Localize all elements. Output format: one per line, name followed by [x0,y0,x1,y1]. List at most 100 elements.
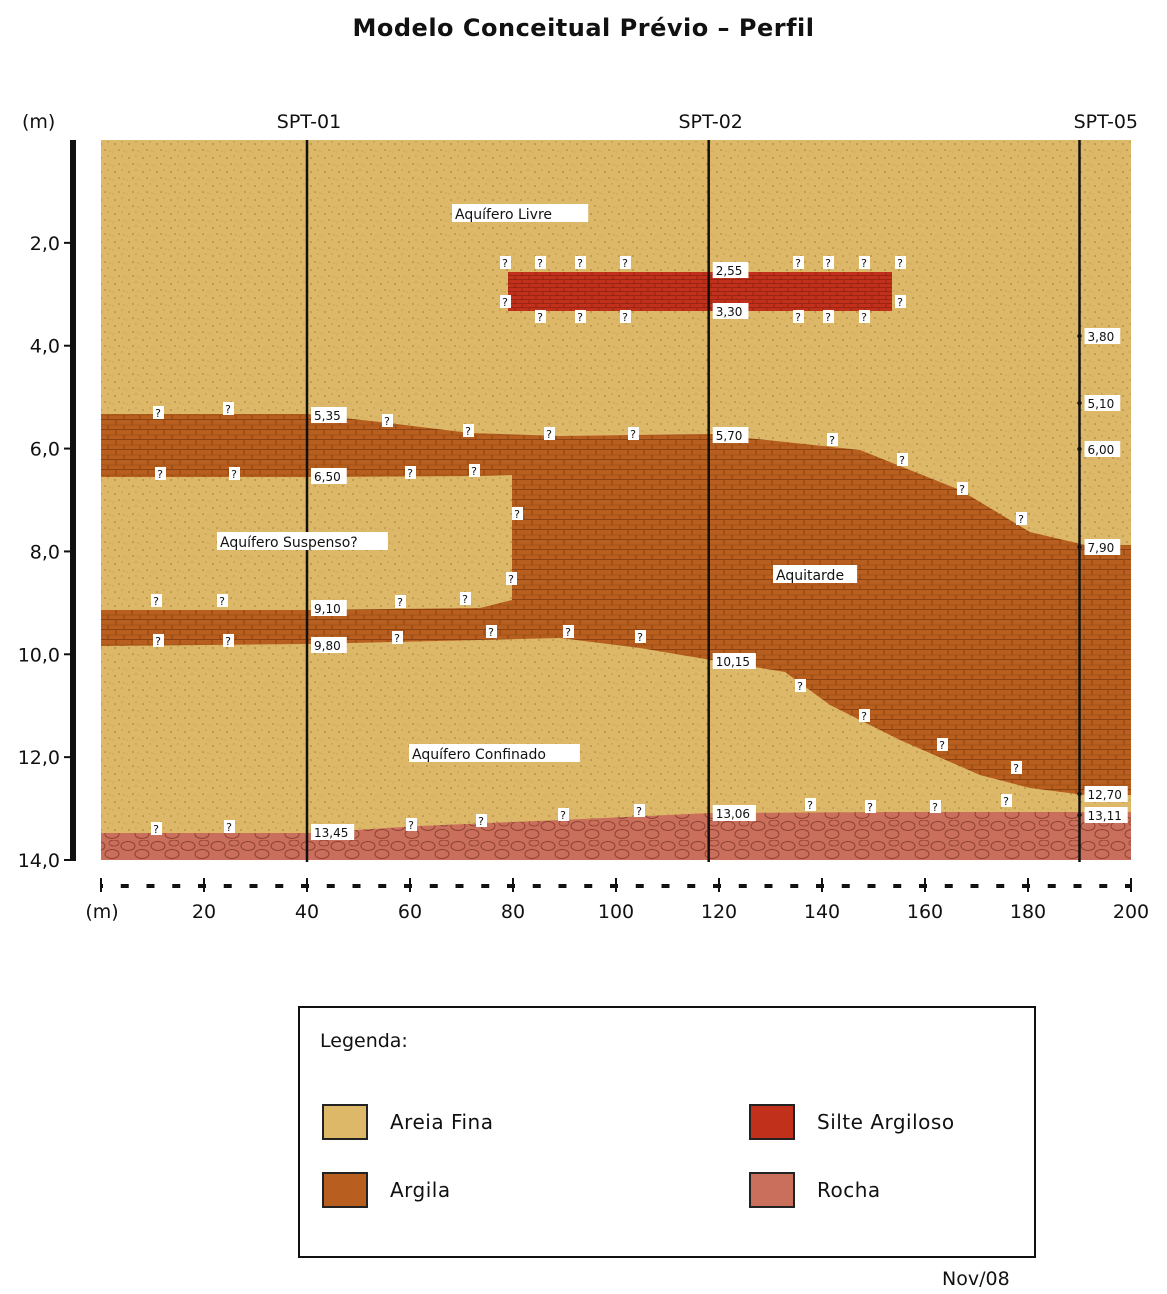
depth-marker [1077,812,1082,818]
uncertainty-marker: ? [795,257,801,270]
zone-label-aquifero-suspenso: Aquífero Suspenso? [220,535,358,551]
uncertainty-marker-bg [1011,761,1022,774]
uncertainty-marker-bg [500,295,511,308]
zone-label-aquifero-confinado: Aquífero Confinado [412,747,546,763]
uncertainty-marker-bg [793,310,804,323]
uncertainty-marker: ? [959,483,965,496]
uncertainty-marker-bg [382,414,393,427]
depth-label-spt05-bg [1084,539,1121,555]
depth-marker [1077,333,1082,339]
uncertainty-marker: ? [897,257,903,270]
uncertainty-marker: ? [897,296,903,309]
x-axis-dash [128,884,147,888]
uncertainty-marker: ? [1018,513,1024,526]
depth-label-spt02: 2,55 [716,264,743,278]
uncertainty-marker-bg [151,594,162,607]
uncertainty-marker-bg [500,256,511,269]
y-tick-label: 4,0 [30,336,60,358]
uncertainty-marker: ? [807,799,813,812]
x-axis-dash [952,884,971,888]
uncertainty-marker: ? [502,257,508,270]
y-tick-label: 6,0 [30,439,60,461]
silte-argiloso-swatch [749,1104,795,1140]
uncertainty-marker: ? [932,801,938,814]
depth-label-spt05-bg [1084,441,1121,457]
depth-label-spt05-bg [1084,807,1128,823]
x-axis-dash [515,884,533,888]
uncertainty-marker: ? [502,296,508,309]
x-axis: (m) 20 40 60 80 100 120 140 160 180 200 [85,878,1149,923]
x-axis-dash [257,884,276,888]
legend: Legenda: Areia Fina Silte Argiloso Argil… [298,1006,1036,1258]
depth-label-spt02-bg [712,653,756,669]
uncertainty-marker-bg [486,625,497,638]
uncertainty-marker: ? [407,467,413,480]
x-tick-label: 60 [398,901,422,923]
x-axis-dash [206,884,224,888]
x-axis-dash [1055,884,1074,888]
rock-layer [101,812,1131,860]
x-axis-dash [437,884,456,888]
uncertainty-marker: ? [514,508,520,521]
x-tick-label: 120 [701,901,737,923]
uncertainty-marker: ? [861,311,867,324]
uncertainty-marker: ? [899,454,905,467]
uncertainty-marker: ? [577,257,583,270]
depth-label-spt01: 5,35 [314,409,341,423]
uncertainty-marker-bg [463,424,474,437]
depth-label-spt01-bg [311,600,347,616]
uncertainty-marker: ? [636,805,642,818]
x-tick-label: 80 [501,901,525,923]
uncertainty-marker-bg [859,709,870,722]
depth-label-spt01-bg [311,824,355,840]
x-axis-dash [927,884,945,888]
uncertainty-marker-bg [469,464,480,477]
x-axis-dash [618,884,636,888]
x-tick-label: 200 [1113,901,1149,923]
uncertainty-marker-bg [793,256,804,269]
uncertainty-marker: ? [471,465,477,478]
x-axis-dash [1081,884,1100,888]
borehole-label: SPT-01 [277,111,341,133]
legend-label: Areia Fina [390,1110,494,1134]
uncertainty-marker-bg [620,310,631,323]
x-axis-dash [669,884,688,888]
legend-item-rocha: Rocha [749,1172,881,1208]
x-axis-dash [283,884,301,888]
depth-label-spt05: 7,90 [1088,541,1115,555]
uncertainty-marker-bg [460,592,471,605]
uncertainty-marker: ? [157,468,163,481]
x-axis-dash [1004,884,1022,888]
uncertainty-marker-bg [1001,794,1012,807]
depth-label-spt02: 5,70 [716,429,743,443]
uncertainty-marker-bg [544,427,555,440]
uncertainty-marker: ? [155,407,161,420]
uncertainty-marker-bg [563,625,574,638]
uncertainty-marker: ? [560,809,566,822]
uncertainty-marker-bg [224,820,235,833]
y-tick-label: 8,0 [30,541,60,563]
uncertainty-marker-bg [895,256,906,269]
uncertainty-marker-bg [217,594,228,607]
x-axis-dash [746,884,765,888]
x-axis-dash [721,884,739,888]
uncertainty-marker: ? [462,593,468,606]
uncertainty-marker-bg [827,433,838,446]
uncertainty-marker-bg [535,310,546,323]
uncertainty-marker-bg [153,406,164,419]
date-label: Nov/08 [942,1268,1010,1290]
uncertainty-marker-bg [153,634,164,647]
depth-label-spt05: 13,11 [1088,809,1122,823]
depth-label-spt02: 13,06 [716,807,750,821]
uncertainty-marker: ? [622,311,628,324]
depth-label-spt02-bg [712,805,756,821]
uncertainty-marker: ? [408,819,414,832]
uncertainty-marker-bg [620,256,631,269]
x-axis-dash [540,884,559,888]
y-tick-label: 10,0 [18,644,60,666]
uncertainty-marker: ? [153,823,159,836]
x-axis-dash [360,884,379,888]
depth-label-spt05: 12,70 [1088,788,1122,802]
zone-label-aquifero-livre: Aquífero Livre [455,207,552,223]
uncertainty-marker-bg [223,402,234,415]
